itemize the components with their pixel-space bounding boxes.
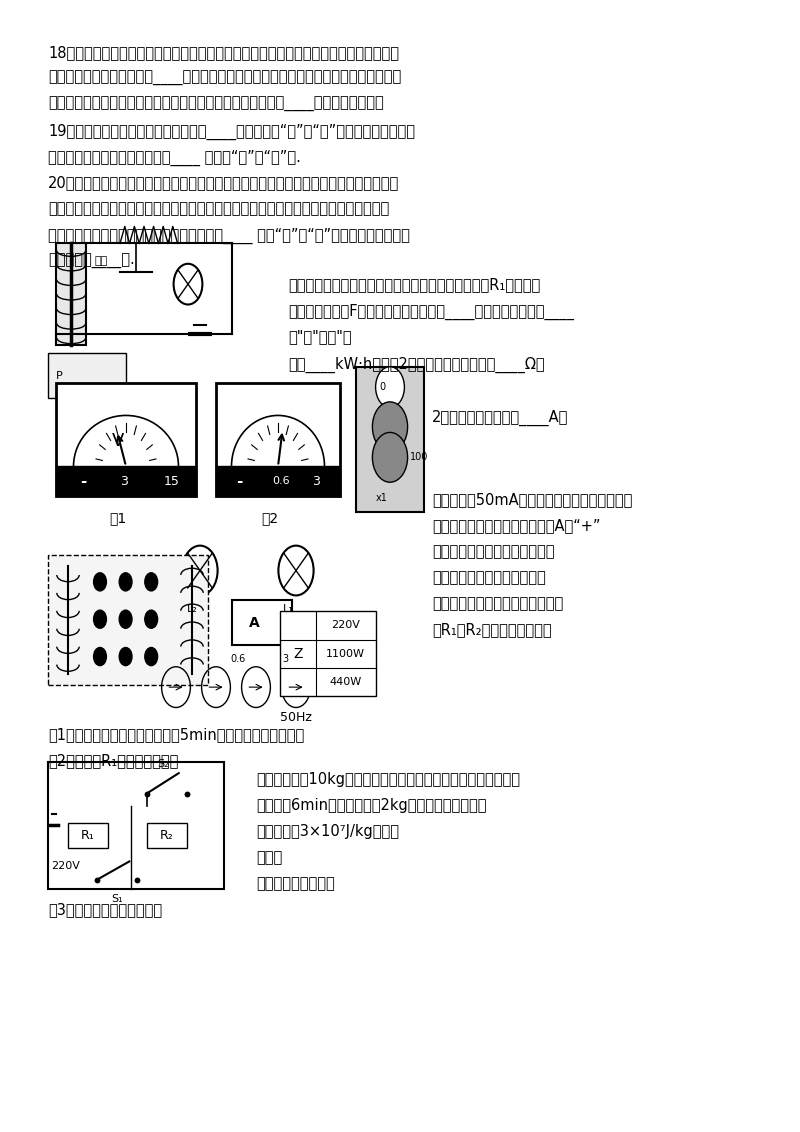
Bar — [216, 466, 340, 496]
Text: （1）电烤笱在高温挡正常工作时5min所消耗的电能是多少？: （1）电烤笱在高温挡正常工作时5min所消耗的电能是多少？ — [48, 727, 304, 741]
Text: R₂: R₂ — [160, 829, 174, 842]
Text: 50Hz: 50Hz — [280, 711, 312, 723]
Circle shape — [119, 648, 132, 666]
Bar — [216, 383, 340, 496]
Text: 表为____kW·h，如图2所示，电阵筱的示数为____Ω．: 表为____kW·h，如图2所示，电阵筱的示数为____Ω． — [288, 357, 545, 372]
Text: Z: Z — [294, 646, 303, 661]
Text: 20．下水井盖的丢失给人们出行带来了安全隐患．为提示路人注意安全，小明设计了如图: 20．下水井盖的丢失给人们出行带来了安全隐患．为提示路人注意安全，小明设计了如图 — [48, 175, 399, 190]
Text: 图2: 图2 — [262, 512, 278, 525]
Text: 线．若在6min内完全燃烧了2kg的煤，水的比热容为: 线．若在6min内完全燃烧了2kg的煤，水的比热容为 — [256, 798, 486, 813]
Text: 铁的上端是____极.: 铁的上端是____极. — [48, 254, 134, 268]
Circle shape — [145, 648, 158, 666]
Circle shape — [94, 610, 106, 628]
Text: 的电流（约50mA），请用笔画线代替导线按图: 的电流（约50mA），请用笔画线代替导线按图 — [432, 492, 632, 507]
Text: 的弹簧中间有可收缩的导线将滑动变阳器接入电路，R₁为定值电: 的弹簧中间有可收缩的导线将滑动变阳器接入电路，R₁为定值电 — [288, 277, 540, 292]
Text: 热量；: 热量； — [256, 850, 282, 865]
Bar — [280, 611, 376, 696]
Circle shape — [119, 573, 132, 591]
Bar — [48, 353, 126, 398]
Text: 18．大型载重货车在长距离下坡行驶时，不断进行制动以控制车速．刹车片和轮毃长时间: 18．大型载重货车在长距离下坡行驶时，不断进行制动以控制车速．刹车片和轮毃长时间 — [48, 45, 399, 60]
Text: 叉义，并在电路图中标出电流表A的“+”: 叉义，并在电路图中标出电流表A的“+” — [432, 518, 601, 533]
Text: 板上受到的压力F增大时，电流表示数将____，电压表的示数将____: 板上受到的压力F增大时，电流表示数将____，电压表的示数将____ — [288, 303, 574, 319]
Text: 0.6: 0.6 — [230, 654, 246, 664]
Text: 车失灵，所以要在刹车时给刹车片喷水进行降温，一方面通过____方式减少其内能．: 车失灵，所以要在刹车时给刹车片喷水进行降温，一方面通过____方式减少其内能． — [48, 97, 384, 112]
Text: P: P — [56, 371, 62, 381]
Bar — [56, 243, 86, 345]
Circle shape — [94, 648, 106, 666]
Bar — [56, 466, 196, 496]
Text: 铁的线圈中有电流通过时，继电器的动触点与____ （填“上”或“下”）静触点接触，电磁: 铁的线圈中有电流通过时，继电器的动触点与____ （填“上”或“下”）静触点接触… — [48, 228, 410, 243]
Circle shape — [145, 573, 158, 591]
Text: ，水所吸收的热量；: ，水所吸收的热量； — [256, 876, 334, 891]
Text: 小"或"不变"）: 小"或"不变"） — [288, 329, 352, 344]
Text: 的热值约为3×10⁷J/kg．求：: 的热值约为3×10⁷J/kg．求： — [256, 824, 399, 839]
Text: S₁: S₁ — [111, 894, 123, 904]
Text: 19．教室里，台式电脑与实物投影仪是____联的（选填“串”或“并”），实验室中使用的: 19．教室里，台式电脑与实物投影仪是____联的（选填“串”或“并”），实验室中… — [48, 123, 415, 139]
Text: R₁: R₁ — [81, 829, 95, 842]
Text: 学，用煤炉给10kg的水加热，同时他们绘制了如图所示的加热过: 学，用煤炉给10kg的水加热，同时他们绘制了如图所示的加热过 — [256, 772, 520, 787]
Text: 220V: 220V — [331, 620, 360, 631]
Text: L₂: L₂ — [186, 604, 198, 615]
Text: 3: 3 — [312, 474, 320, 488]
Circle shape — [376, 367, 405, 408]
Circle shape — [94, 573, 106, 591]
Text: 0: 0 — [379, 383, 385, 392]
Text: 两通电螺线管之间的磁感线（画出: 两通电螺线管之间的磁感线（画出 — [432, 597, 563, 611]
Text: 用电器越少，电路中的总电阵越____ （选填“大”或“小”）.: 用电器越少，电路中的总电阵越____ （选填“大”或“小”）. — [48, 149, 301, 165]
Bar — [146, 823, 186, 848]
Circle shape — [145, 610, 158, 628]
Text: ，R₁和R₂均为电热丝．求：: ，R₁和R₂均为电热丝．求： — [432, 623, 552, 637]
Circle shape — [372, 432, 408, 482]
Text: V: V — [112, 432, 124, 451]
Text: 图1: 图1 — [110, 512, 126, 525]
Text: （3）煤炉烧水时的热效率．: （3）煤炉烧水时的热效率． — [48, 902, 162, 917]
Text: 440W: 440W — [329, 677, 362, 687]
Bar — [48, 762, 224, 889]
Text: 衔铁: 衔铁 — [94, 256, 108, 266]
Text: 3: 3 — [120, 474, 128, 488]
Text: ，为探究两个通电螺线管之间的: ，为探究两个通电螺线管之间的 — [432, 544, 554, 559]
Text: A: A — [249, 616, 259, 629]
Circle shape — [372, 402, 408, 452]
Bar — [68, 823, 108, 848]
Bar — [48, 555, 208, 685]
Text: 100: 100 — [410, 453, 428, 462]
Text: 摩擦会产生高温，这是通过____方式增加刹车系统内能的．为防止高温烧坏刹车片导致刹: 摩擦会产生高温，这是通过____方式增加刹车系统内能的．为防止高温烧坏刹车片导致… — [48, 71, 402, 86]
Text: 220V: 220V — [51, 861, 80, 871]
Text: S₂: S₂ — [157, 758, 169, 769]
Text: （2）电路中R₁的阵值是多少？: （2）电路中R₁的阵值是多少？ — [48, 753, 178, 767]
Text: 记录小磁针在各位置上的指向: 记录小磁针在各位置上的指向 — [432, 571, 546, 585]
Text: x1: x1 — [376, 492, 388, 503]
Circle shape — [119, 610, 132, 628]
Text: 所示的电路，电路中利用一元硬币代替鐵质井盖．当井盖丢失时，灯泡发光报警，当电磁: 所示的电路，电路中利用一元硬币代替鐵质井盖．当井盖丢失时，灯泡发光报警，当电磁 — [48, 201, 390, 216]
Text: 15: 15 — [164, 474, 180, 488]
Text: 1100W: 1100W — [326, 649, 365, 659]
Text: 3: 3 — [282, 654, 289, 664]
Text: -: - — [236, 473, 242, 489]
Text: -: - — [80, 473, 86, 489]
Bar — [232, 600, 292, 645]
Text: L₁: L₁ — [282, 604, 294, 615]
Text: 0.6: 0.6 — [272, 477, 290, 486]
Bar — [56, 383, 196, 496]
Text: 2所示电流表的示数为____A．: 2所示电流表的示数为____A． — [432, 410, 568, 426]
Bar — [356, 367, 424, 512]
